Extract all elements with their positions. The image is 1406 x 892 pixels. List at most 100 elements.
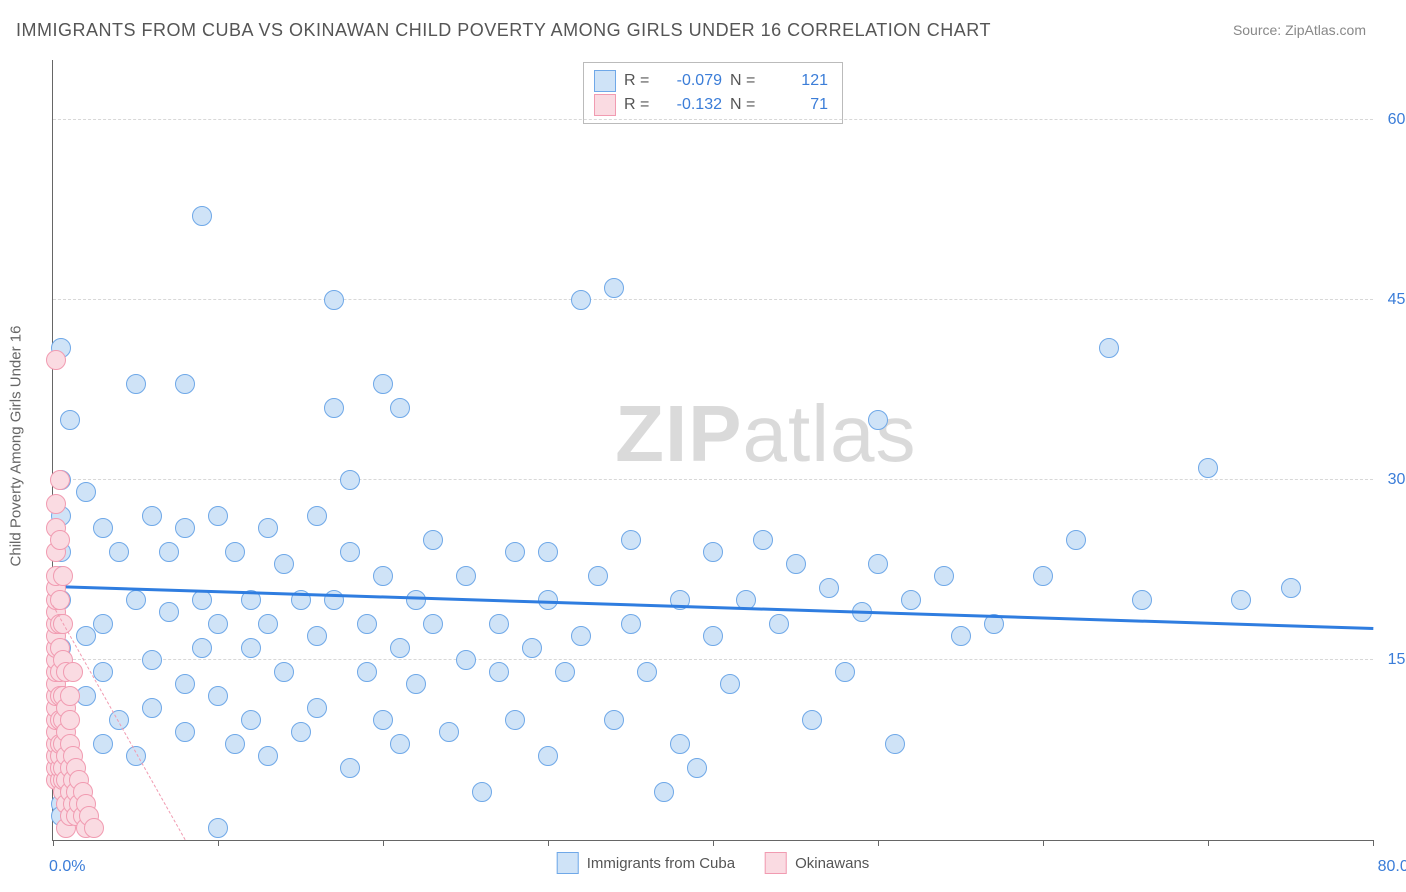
scatter-point-cuba [241,638,261,658]
scatter-point-cuba [439,722,459,742]
scatter-point-cuba [868,410,888,430]
series-legend: Immigrants from Cuba Okinawans [557,852,870,874]
scatter-point-cuba [126,590,146,610]
scatter-point-cuba [241,710,261,730]
scatter-point-okinawa [46,494,66,514]
scatter-point-cuba [109,542,129,562]
scatter-point-cuba [505,710,525,730]
scatter-point-cuba [175,674,195,694]
scatter-point-cuba [703,542,723,562]
scatter-point-cuba [324,290,344,310]
r-label: R = [624,72,654,90]
scatter-point-cuba [208,818,228,838]
scatter-point-cuba [901,590,921,610]
x-tick [383,840,384,846]
scatter-point-cuba [159,602,179,622]
scatter-point-cuba [357,614,377,634]
n-label: N = [730,96,760,114]
scatter-point-okinawa [50,530,70,550]
legend-item-cuba: Immigrants from Cuba [557,852,735,874]
scatter-point-cuba [720,674,740,694]
x-tick [218,840,219,846]
scatter-point-cuba [1198,458,1218,478]
n-label: N = [730,72,760,90]
scatter-point-cuba [769,614,789,634]
scatter-point-cuba [307,698,327,718]
scatter-point-okinawa [53,566,73,586]
scatter-point-okinawa [46,350,66,370]
scatter-point-cuba [175,722,195,742]
scatter-point-cuba [753,530,773,550]
chart-container: IMMIGRANTS FROM CUBA VS OKINAWAN CHILD P… [0,0,1406,892]
scatter-point-cuba [819,578,839,598]
scatter-point-cuba [868,554,888,574]
scatter-point-cuba [76,482,96,502]
scatter-point-cuba [258,518,278,538]
scatter-point-cuba [406,590,426,610]
x-label-left: 0.0% [49,858,85,876]
watermark-atlas: atlas [743,389,917,478]
scatter-point-cuba [538,542,558,562]
x-label-right: 80.0% [1378,858,1406,876]
gridline [53,479,1373,480]
scatter-point-cuba [142,650,162,670]
scatter-point-cuba [406,674,426,694]
x-tick [53,840,54,846]
scatter-point-okinawa [60,686,80,706]
scatter-point-cuba [373,566,393,586]
scatter-point-cuba [1132,590,1152,610]
scatter-point-cuba [324,398,344,418]
chart-title: IMMIGRANTS FROM CUBA VS OKINAWAN CHILD P… [16,20,991,41]
legend-swatch-okinawa [594,94,616,116]
scatter-point-cuba [703,626,723,646]
scatter-point-cuba [555,662,575,682]
scatter-point-cuba [340,542,360,562]
scatter-point-okinawa [50,470,70,490]
scatter-point-cuba [687,758,707,778]
scatter-point-cuba [885,734,905,754]
scatter-point-cuba [208,614,228,634]
correlation-legend: R = -0.079 N = 121 R = -0.132 N = 71 [583,62,843,124]
scatter-point-cuba [192,206,212,226]
r-label: R = [624,96,654,114]
scatter-point-cuba [208,686,228,706]
scatter-point-cuba [654,782,674,802]
n-value-okinawa: 71 [768,96,828,114]
scatter-point-okinawa [63,662,83,682]
gridline [53,119,1373,120]
scatter-point-cuba [802,710,822,730]
y-tick-label: 15.0% [1383,651,1406,669]
scatter-point-cuba [456,566,476,586]
scatter-point-cuba [604,278,624,298]
scatter-point-cuba [307,626,327,646]
scatter-point-cuba [258,746,278,766]
x-tick [1208,840,1209,846]
scatter-point-cuba [588,566,608,586]
scatter-point-cuba [307,506,327,526]
scatter-point-cuba [357,662,377,682]
scatter-point-cuba [274,554,294,574]
scatter-point-cuba [60,410,80,430]
x-tick [1043,840,1044,846]
scatter-point-cuba [159,542,179,562]
x-tick [878,840,879,846]
scatter-point-cuba [291,722,311,742]
scatter-point-cuba [373,374,393,394]
plot-area: ZIPatlas R = -0.079 N = 121 R = -0.132 N… [52,60,1373,841]
scatter-point-cuba [621,530,641,550]
y-tick-label: 60.0% [1383,111,1406,129]
scatter-point-cuba [951,626,971,646]
scatter-point-cuba [340,758,360,778]
scatter-point-cuba [571,626,591,646]
y-axis-title: Child Poverty Among Girls Under 16 [8,326,25,567]
scatter-point-cuba [1033,566,1053,586]
source-label: Source: ZipAtlas.com [1233,22,1366,38]
scatter-point-cuba [142,698,162,718]
scatter-point-cuba [1281,578,1301,598]
scatter-point-cuba [786,554,806,574]
scatter-point-cuba [192,638,212,658]
scatter-point-cuba [175,374,195,394]
x-tick [1373,840,1374,846]
scatter-point-cuba [423,530,443,550]
scatter-point-cuba [538,746,558,766]
